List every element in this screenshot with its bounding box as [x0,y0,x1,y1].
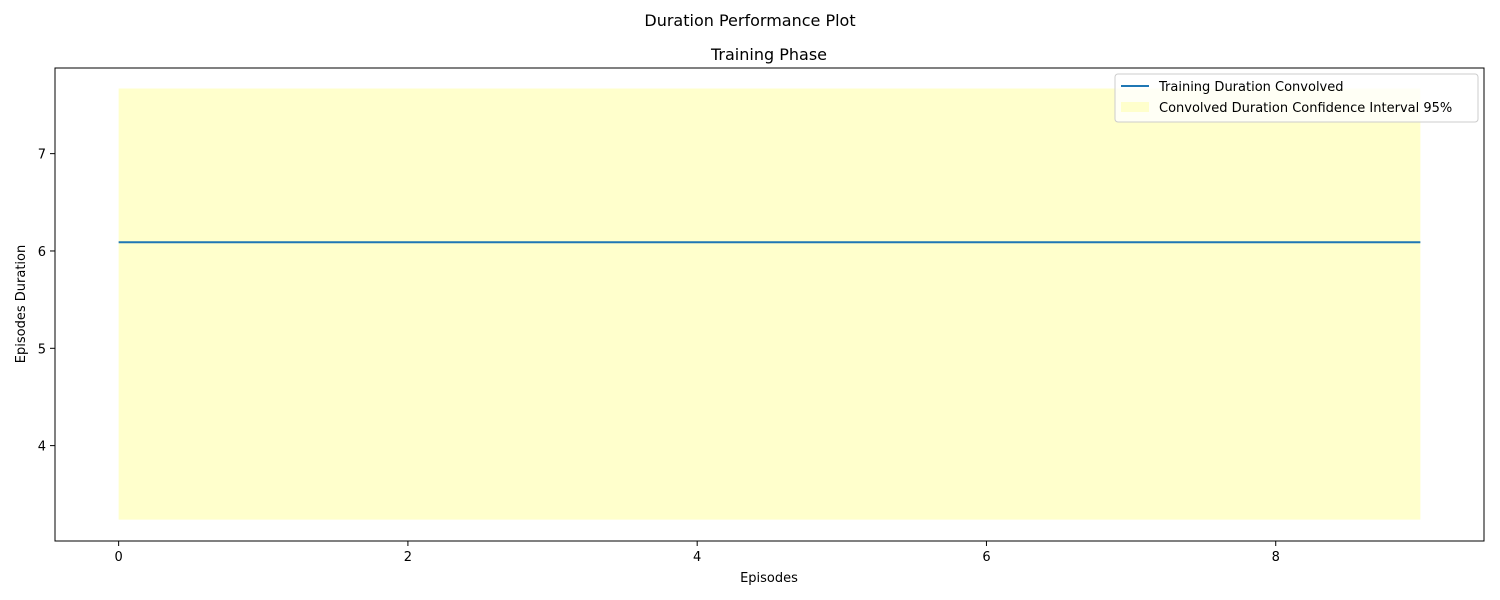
x-tick-label: 8 [1272,550,1280,565]
chart-title: Training Phase [710,45,827,64]
y-tick-label: 4 [38,440,46,455]
legend-swatch-band [1121,102,1149,112]
x-tick-label: 0 [114,550,122,565]
y-tick-label: 5 [38,342,46,357]
legend-frame [1114,73,1479,123]
legend-label-series: Training Duration Convolved [1158,80,1344,95]
y-axis-ticks: 4 5 6 7 [38,148,55,455]
y-tick-label: 7 [38,148,46,163]
x-axis-ticks: 0 2 4 6 8 [114,541,1280,565]
y-tick-label: 6 [38,245,46,260]
plot-area [54,67,1485,542]
x-tick-label: 6 [982,550,990,565]
confidence-band-0 [118,88,1421,520]
legend: Training Duration Convolved Convolved Du… [1114,73,1479,123]
x-tick-label: 4 [693,550,701,565]
axes-frame [54,67,1485,542]
figure-suptitle: Duration Performance Plot [644,11,855,30]
bands-layer [118,88,1421,520]
y-axis-label: Episodes Duration [14,245,29,363]
x-axis-label: Episodes [740,571,798,586]
legend-label-band: Convolved Duration Confidence Interval 9… [1159,101,1452,116]
x-tick-label: 2 [404,550,412,565]
